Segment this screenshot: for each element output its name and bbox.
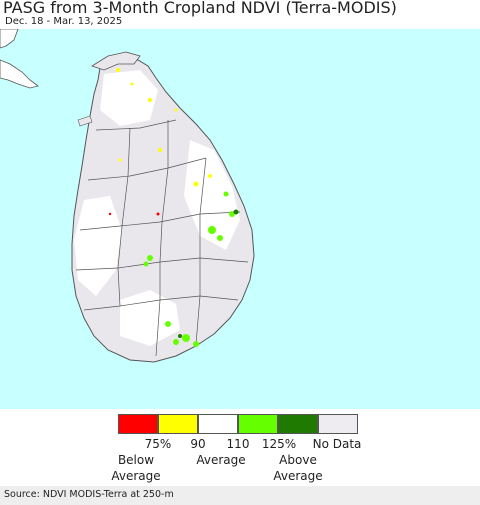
legend: 75% 90 110 125% No Data Below Average Av… [0,414,480,484]
region-normal-west [74,196,122,296]
above-average-patches [143,191,235,347]
legend-tick-110: 110 [226,437,250,451]
india-coastline-south [0,59,39,89]
mannar-island [77,115,93,127]
map-title: PASG from 3-Month Cropland NDVI (Terra-M… [3,0,397,17]
legend-swatch-110-125 [238,414,278,434]
legend-swatch-90-110 [198,414,238,434]
legend-swatch-75-90 [158,414,198,434]
well-above-average-patches [178,209,239,338]
legend-below-line1: Below [117,453,155,467]
legend-average: Average [196,453,246,467]
legend-tick-75: 75% [144,437,172,451]
legend-tick-90: 90 [190,437,206,451]
legend-above-line2: Average [273,469,323,483]
below-average-speckles [116,68,212,187]
region-normal-north [100,70,158,126]
legend-swatch-above-125 [278,414,318,434]
source-text: Source: NDVI MODIS-Terra at 250-m [4,489,174,500]
date-range: Dec. 18 - Mar. 13, 2025 [5,16,123,27]
legend-swatch-no-data [318,414,358,434]
footer-bar: Source: NDVI MODIS-Terra at 250-m [0,486,480,505]
legend-tick-125: 125% [261,437,297,451]
legend-no-data-label: No Data [312,437,362,451]
district-boundaries [75,119,249,357]
legend-above-line1: Above [279,453,317,467]
jaffna-peninsula [91,51,141,71]
legend-below-line2: Average [111,469,161,483]
sri-lanka-land [71,55,255,363]
sri-lanka-ndvi-map [0,29,480,409]
legend-swatch-below-75 [118,414,158,434]
india-coastline [0,29,19,49]
much-below-average-speckles [108,212,160,216]
region-normal-east [184,140,240,250]
